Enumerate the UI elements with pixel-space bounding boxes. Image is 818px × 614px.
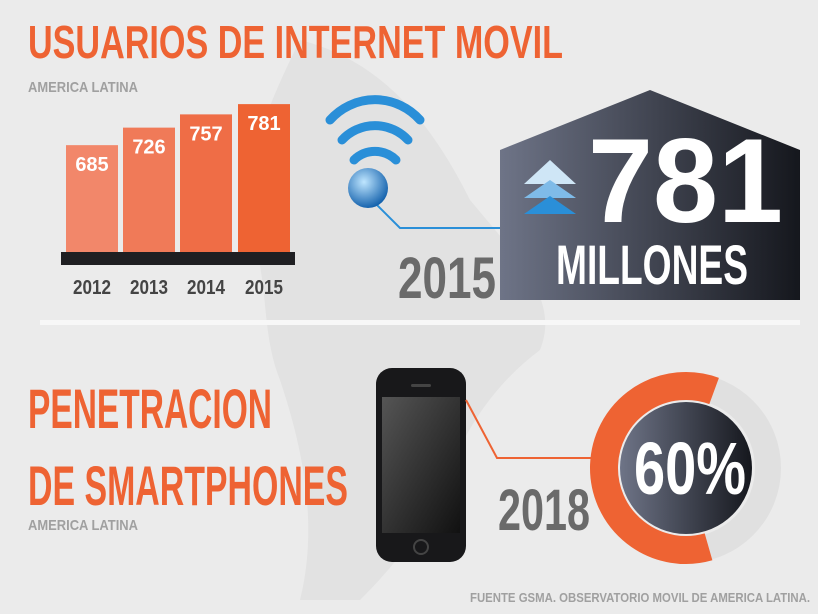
bar-value: 685 (75, 154, 108, 176)
house-panel (500, 90, 800, 300)
bar-value: 726 (132, 137, 165, 159)
wifi-arc (349, 146, 401, 165)
connector (371, 199, 500, 229)
title: USUARIOS DE INTERNET MOVIL (28, 16, 563, 68)
donut: 60% (590, 372, 781, 564)
wifi-arc (325, 95, 425, 125)
section-subtitle: AMERICA LATINA (28, 517, 138, 534)
section-title: PENETRACION (28, 377, 272, 440)
bar (180, 114, 232, 252)
highlight-year: 2015 (398, 246, 496, 311)
donut-arc (590, 372, 719, 564)
bar-category: 2013 (130, 277, 168, 299)
phone-button (413, 539, 429, 555)
donut-center (620, 402, 752, 534)
wifi-ball (348, 168, 388, 208)
up-arrow (524, 180, 576, 198)
bar-category: 2014 (187, 277, 226, 299)
up-arrow (524, 196, 576, 214)
donut-label: 60% (634, 427, 746, 510)
donut-year: 2018 (498, 478, 590, 543)
section-title: DE SMARTPHONES (28, 454, 348, 517)
connector (465, 399, 600, 459)
bar (66, 145, 118, 252)
wifi-arc (337, 121, 413, 145)
bar (238, 104, 290, 252)
bar-base (61, 252, 295, 265)
bar-value: 781 (247, 113, 280, 135)
bar-category: 2015 (245, 277, 283, 299)
phone-speaker (411, 384, 431, 387)
separator (40, 320, 800, 325)
source: FUENTE GSMA. OBSERVATORIO MOVIL DE AMERI… (470, 590, 810, 605)
up-arrow (524, 160, 576, 184)
highlight-unit: MILLONES (556, 233, 748, 296)
bar-chart: 685 2012 726 2013 757 2014 781 2015 (66, 104, 290, 299)
subtitle: AMERICA LATINA (28, 79, 138, 96)
bar-category: 2012 (73, 277, 111, 299)
highlight-value: 781 (588, 114, 783, 248)
phone-screen (382, 397, 460, 533)
bar (123, 127, 175, 252)
bar-value: 757 (189, 123, 222, 145)
